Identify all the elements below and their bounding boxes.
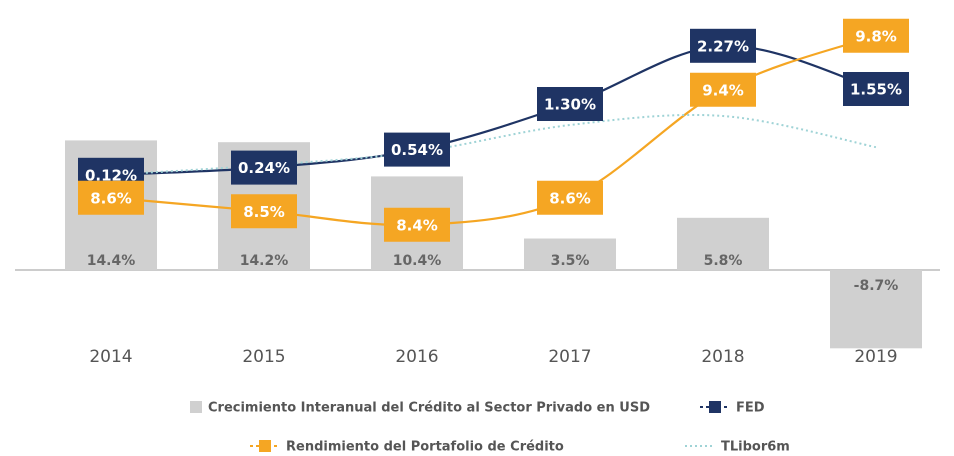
bar-label: 5.8%	[704, 253, 743, 269]
value-box	[384, 207, 450, 242]
value-box	[843, 72, 909, 106]
x-tick-label: 2015	[242, 347, 285, 367]
legend-swatch	[709, 401, 721, 413]
bar-label: 14.2%	[240, 253, 289, 269]
legend-swatch	[259, 440, 271, 452]
value-label: 8.5%	[243, 203, 285, 221]
value-box	[78, 180, 144, 215]
value-label: 1.30%	[544, 96, 596, 114]
value-box	[231, 150, 297, 185]
bar-label: 14.4%	[87, 253, 136, 269]
bar-label: -8.7%	[854, 278, 899, 294]
bar	[524, 238, 616, 270]
x-tick-label: 2019	[854, 347, 897, 367]
value-label: 0.24%	[238, 159, 290, 177]
legend-label: Crecimiento Interanual del Crédito al Se…	[208, 401, 650, 416]
value-label: 2.27%	[697, 37, 749, 55]
value-box	[537, 87, 603, 121]
value-box	[384, 132, 450, 167]
bar	[677, 217, 769, 270]
value-box	[231, 194, 297, 229]
value-label: 8.6%	[90, 189, 132, 207]
bar	[830, 270, 922, 349]
bar-label: 3.5%	[551, 253, 590, 269]
x-tick-label: 2017	[548, 347, 591, 367]
value-label: 0.54%	[391, 141, 443, 159]
value-box	[843, 18, 909, 53]
value-box	[690, 72, 756, 107]
value-label: 8.4%	[396, 216, 438, 234]
legend-label: FED	[736, 401, 765, 416]
value-label: 1.55%	[850, 81, 902, 99]
value-label: 9.8%	[855, 27, 897, 45]
value-label: 9.4%	[702, 81, 744, 99]
x-tick-label: 2018	[701, 347, 744, 367]
legend-swatch	[190, 401, 202, 413]
value-box	[690, 28, 756, 63]
legend: Crecimiento Interanual del Crédito al Se…	[190, 401, 790, 455]
legend-label: Rendimiento del Portafolio de Crédito	[286, 440, 564, 455]
legend-label: TLibor6m	[721, 440, 790, 455]
value-label: 8.6%	[549, 189, 591, 207]
bar-label: 10.4%	[393, 253, 442, 269]
value-label: 0.12%	[85, 166, 137, 184]
x-tick-label: 2016	[395, 347, 438, 367]
value-box	[537, 180, 603, 215]
x-tick-label: 2014	[89, 347, 132, 367]
